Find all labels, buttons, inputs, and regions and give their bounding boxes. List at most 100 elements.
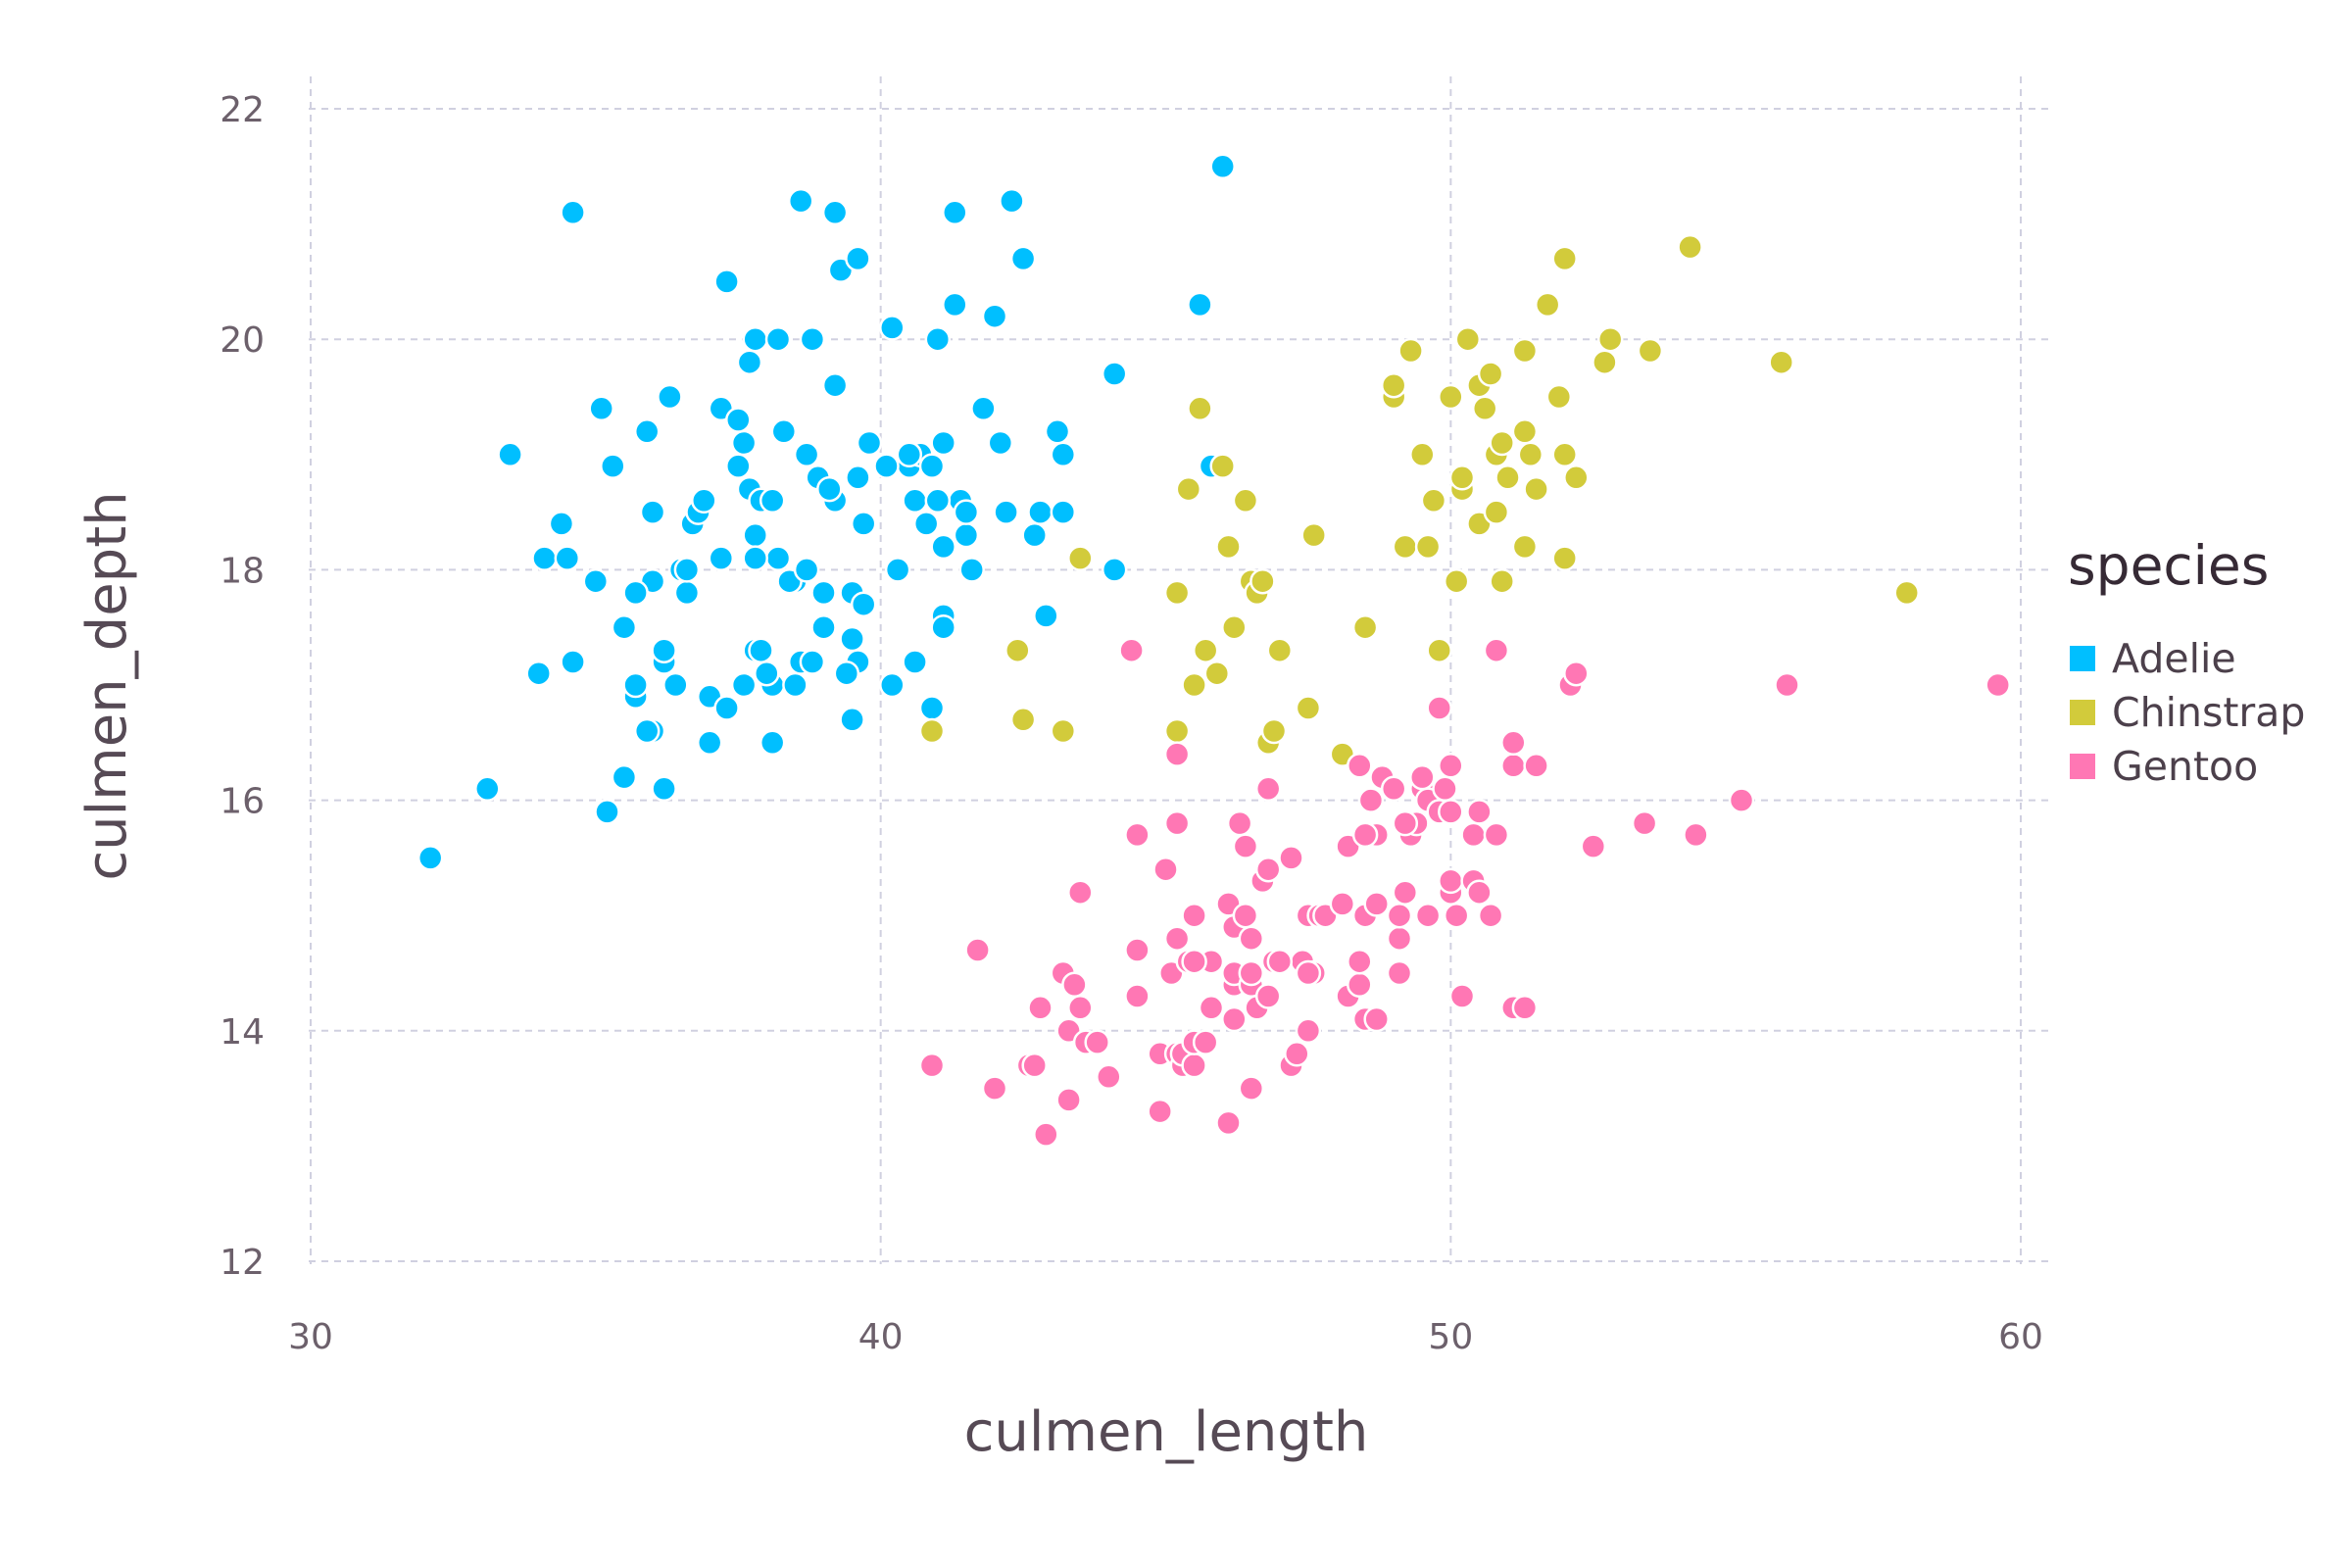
y-tick-label: 18 — [220, 551, 265, 591]
data-point — [1163, 809, 1191, 837]
legend-swatch — [2070, 646, 2095, 671]
data-point — [1511, 995, 1539, 1021]
data-point — [981, 1075, 1008, 1102]
data-point — [1438, 799, 1464, 825]
data-point — [1683, 821, 1709, 849]
data-point — [1347, 971, 1373, 999]
data-point — [993, 499, 1019, 525]
data-point — [1238, 959, 1265, 987]
data-point — [1050, 717, 1077, 745]
data-point — [1004, 637, 1031, 663]
data-point — [1893, 579, 1920, 607]
data-point — [1198, 995, 1225, 1021]
data-point — [1147, 1098, 1173, 1125]
data-point — [1033, 1121, 1059, 1148]
data-point — [560, 649, 586, 675]
data-point — [1163, 579, 1191, 607]
data-point — [1021, 521, 1048, 549]
data-point — [713, 269, 740, 295]
data-point — [1637, 337, 1664, 365]
data-point — [1254, 983, 1282, 1009]
grid — [309, 76, 2048, 1264]
data-point — [1163, 717, 1191, 745]
series-adelie — [416, 153, 1236, 871]
y-tick-label: 22 — [220, 90, 265, 130]
data-point — [1044, 418, 1071, 445]
x-tick-label: 40 — [858, 1317, 904, 1357]
data-point — [1432, 775, 1458, 803]
data-point — [1067, 995, 1094, 1021]
data-point — [1250, 567, 1276, 595]
data-point — [594, 799, 620, 825]
data-point — [1511, 418, 1539, 445]
data-point — [1181, 1052, 1207, 1079]
data-point — [600, 453, 626, 479]
data-point — [1163, 925, 1191, 952]
data-point — [611, 763, 638, 791]
data-point — [639, 499, 666, 525]
data-point — [1329, 891, 1356, 917]
data-point — [1067, 545, 1094, 571]
data-point — [1534, 291, 1561, 318]
data-point — [1101, 557, 1128, 583]
data-point — [1397, 337, 1424, 365]
data-point — [879, 671, 906, 699]
data-point — [1414, 533, 1442, 561]
data-point — [1774, 671, 1800, 699]
data-point — [1471, 395, 1498, 422]
data-point — [810, 613, 837, 641]
data-point — [924, 487, 952, 514]
data-point — [725, 407, 752, 433]
data-point — [1728, 787, 1755, 813]
data-point — [662, 671, 689, 699]
data-point — [1260, 717, 1288, 745]
data-point — [793, 441, 820, 468]
data-point — [1426, 637, 1452, 663]
data-point — [416, 845, 444, 871]
data-point — [1295, 959, 1322, 987]
x-axis-title: culmen_length — [964, 1400, 1369, 1464]
data-point — [725, 453, 752, 479]
data-point — [1592, 349, 1618, 375]
data-point — [554, 545, 581, 571]
legend: species Adelie Chinstrap Gentoo — [2068, 534, 2305, 790]
data-point — [1448, 983, 1476, 1009]
data-point — [1084, 1029, 1110, 1055]
data-point — [1181, 948, 1207, 975]
data-point — [1580, 833, 1607, 859]
series-chinstrap — [918, 233, 1920, 767]
data-point — [1483, 821, 1510, 849]
legend-swatch — [2070, 700, 2095, 725]
data-point — [1278, 845, 1304, 871]
data-point — [1426, 695, 1452, 721]
data-point — [845, 245, 871, 272]
data-point — [770, 418, 798, 445]
data-point — [1209, 153, 1236, 180]
data-point — [1300, 521, 1327, 549]
data-point — [764, 325, 792, 353]
data-point — [999, 187, 1025, 215]
data-point — [816, 475, 843, 503]
data-point — [1226, 809, 1253, 837]
data-point — [953, 499, 980, 525]
data-point — [1631, 809, 1658, 837]
x-tick-labels: 30 40 50 60 — [288, 1317, 2043, 1357]
data-point — [1347, 753, 1373, 779]
data-point — [1187, 291, 1213, 318]
y-tick-label: 20 — [220, 320, 265, 361]
series-gentoo — [918, 637, 2011, 1148]
y-axis-title: culmen_depth — [75, 491, 139, 880]
data-point — [673, 557, 701, 583]
legend-label: Adelie — [2112, 635, 2236, 682]
data-point — [1523, 475, 1549, 503]
data-point — [1438, 867, 1464, 895]
data-point — [1438, 383, 1464, 411]
data-point — [1232, 487, 1259, 514]
data-point — [1215, 1109, 1242, 1137]
data-point — [1027, 995, 1054, 1021]
data-point — [531, 545, 558, 571]
data-point — [884, 557, 911, 583]
data-point — [896, 441, 923, 468]
data-point — [793, 557, 820, 583]
data-point — [873, 453, 900, 479]
